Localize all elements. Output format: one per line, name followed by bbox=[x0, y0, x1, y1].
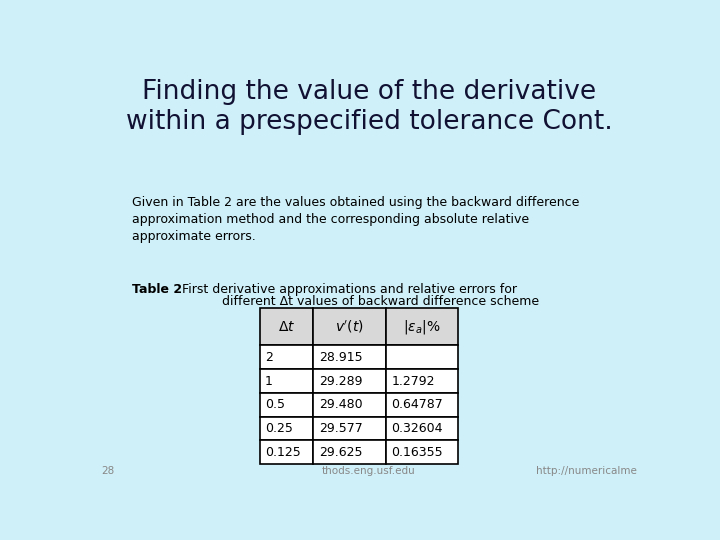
FancyBboxPatch shape bbox=[260, 393, 313, 416]
Text: 0.5: 0.5 bbox=[265, 398, 284, 411]
Text: 28.915: 28.915 bbox=[319, 351, 362, 364]
Text: 0.64787: 0.64787 bbox=[392, 398, 443, 411]
Text: 0.125: 0.125 bbox=[265, 446, 300, 458]
Text: thods.eng.usf.edu: thods.eng.usf.edu bbox=[322, 465, 416, 476]
Text: 29.480: 29.480 bbox=[319, 398, 362, 411]
Text: Finding the value of the derivative
within a prespecified tolerance Cont.: Finding the value of the derivative with… bbox=[125, 79, 613, 136]
FancyBboxPatch shape bbox=[260, 346, 313, 369]
Text: $\Delta t$: $\Delta t$ bbox=[278, 320, 295, 334]
Text: 1: 1 bbox=[265, 375, 273, 388]
Text: 29.577: 29.577 bbox=[319, 422, 363, 435]
Text: 29.625: 29.625 bbox=[319, 446, 362, 458]
FancyBboxPatch shape bbox=[313, 346, 386, 369]
FancyBboxPatch shape bbox=[386, 346, 459, 369]
FancyBboxPatch shape bbox=[386, 416, 459, 440]
Text: 28: 28 bbox=[101, 465, 114, 476]
FancyBboxPatch shape bbox=[313, 369, 386, 393]
FancyBboxPatch shape bbox=[313, 416, 386, 440]
Text: 0.16355: 0.16355 bbox=[392, 446, 443, 458]
FancyBboxPatch shape bbox=[386, 308, 459, 346]
FancyBboxPatch shape bbox=[313, 308, 386, 346]
Text: 29.289: 29.289 bbox=[319, 375, 362, 388]
FancyBboxPatch shape bbox=[386, 393, 459, 416]
Text: 2: 2 bbox=[265, 351, 273, 364]
Text: Table 2: Table 2 bbox=[132, 283, 182, 296]
FancyBboxPatch shape bbox=[260, 416, 313, 440]
FancyBboxPatch shape bbox=[386, 440, 459, 464]
Text: different Δt values of backward difference scheme: different Δt values of backward differen… bbox=[178, 295, 539, 308]
FancyBboxPatch shape bbox=[260, 440, 313, 464]
FancyBboxPatch shape bbox=[386, 369, 459, 393]
FancyBboxPatch shape bbox=[313, 393, 386, 416]
Text: First derivative approximations and relative errors for: First derivative approximations and rela… bbox=[178, 283, 517, 296]
FancyBboxPatch shape bbox=[260, 369, 313, 393]
Text: http://numericalme: http://numericalme bbox=[536, 465, 637, 476]
Text: 1.2792: 1.2792 bbox=[392, 375, 435, 388]
Text: 0.25: 0.25 bbox=[265, 422, 292, 435]
Text: 0.32604: 0.32604 bbox=[392, 422, 443, 435]
Text: $v'(t)$: $v'(t)$ bbox=[335, 319, 364, 335]
Text: $|\varepsilon_a|\%$: $|\varepsilon_a|\%$ bbox=[403, 318, 441, 336]
Text: Given in Table 2 are the values obtained using the backward difference
approxima: Given in Table 2 are the values obtained… bbox=[132, 196, 579, 243]
FancyBboxPatch shape bbox=[313, 440, 386, 464]
FancyBboxPatch shape bbox=[260, 308, 313, 346]
